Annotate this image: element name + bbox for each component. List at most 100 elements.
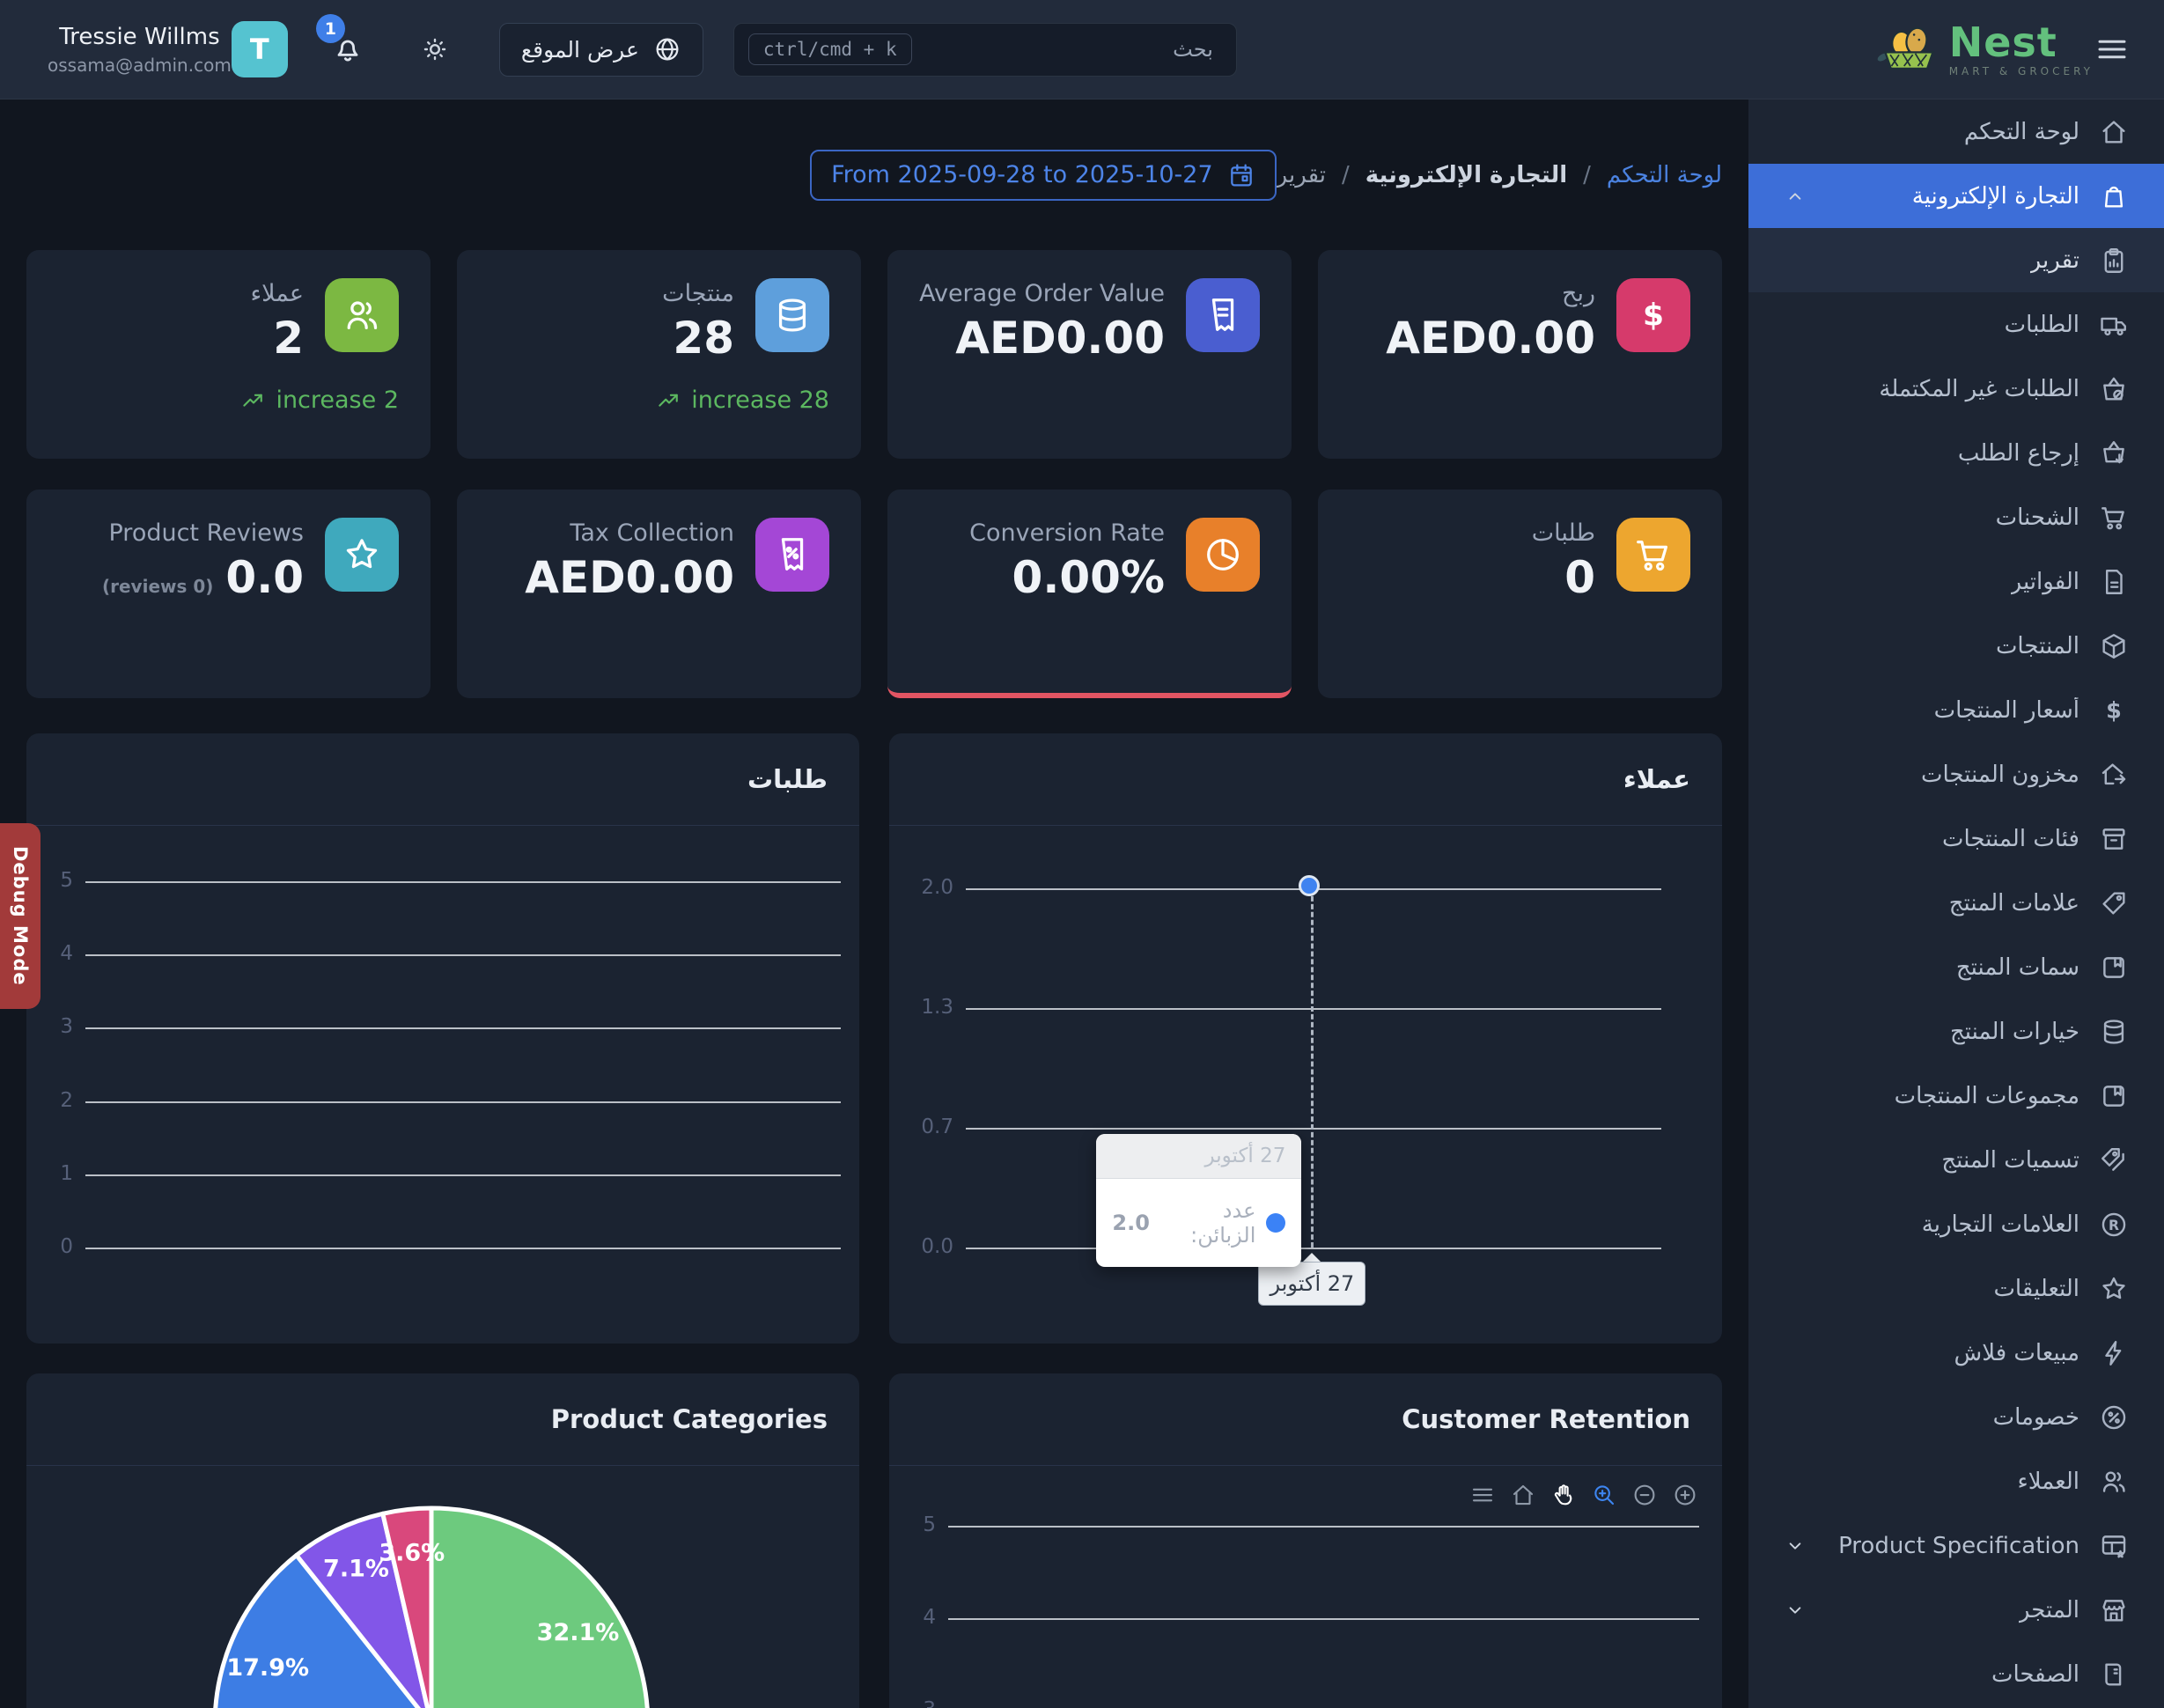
calendar-icon xyxy=(1227,161,1255,189)
user-email: ossama@admin.com xyxy=(48,54,232,76)
sidebar-item-6[interactable]: الشحنات xyxy=(1748,485,2164,549)
users-icon xyxy=(2099,1467,2129,1497)
gridline: 4 xyxy=(60,942,841,965)
pie-slice-0[interactable] xyxy=(429,1506,650,1708)
gridline: 0.0 xyxy=(921,1235,1661,1258)
stat-card-0: $ ربح AED0.00 xyxy=(1318,250,1722,459)
home-icon[interactable] xyxy=(1510,1482,1536,1508)
gridline: 2 xyxy=(60,1089,841,1112)
y-tick-label: 1 xyxy=(60,1161,73,1185)
stat-card-2: منتجات 28 increase 28 xyxy=(457,250,861,459)
sidebar-item-4[interactable]: الطلبات غير المكتملة xyxy=(1748,357,2164,421)
stat-card-icon-box xyxy=(755,278,829,352)
stat-card-3: عملاء 2 increase 2 xyxy=(26,250,431,459)
retention-plot: 3 4 5 xyxy=(923,1513,1699,1708)
hamburger-menu-icon[interactable] xyxy=(2094,31,2131,68)
stat-card-title: Tax Collection xyxy=(570,519,734,547)
customers-plot: 0.0 0.7 1.3 2.0 27 أكتوبر عدد الزبائن: 2.0 … xyxy=(921,875,1661,1306)
data-point-marker[interactable] xyxy=(1299,875,1321,896)
circle-plus-icon[interactable] xyxy=(1672,1482,1698,1508)
sidebar-item-10[interactable]: مخزون المنتجات xyxy=(1748,742,2164,806)
sidebar-item-1[interactable]: التجارة الإلكترونية xyxy=(1748,164,2164,228)
warehouse-icon xyxy=(2099,760,2129,790)
sidebar-item-3[interactable]: الطلبات xyxy=(1748,292,2164,357)
search-placeholder: بحث xyxy=(1173,37,1213,62)
crosshair-line xyxy=(1311,888,1314,1248)
sidebar-item-22[interactable]: Product Specification xyxy=(1748,1513,2164,1578)
sidebar-item-8[interactable]: المنتجات xyxy=(1748,614,2164,678)
sidebar-item-label: فئات المنتجات xyxy=(1942,825,2079,852)
sidebar-item-label: المنتجات xyxy=(1995,632,2079,659)
categories-pie-card: Product Categories 32.1% 17.9% 7.1% 3.6% xyxy=(26,1373,859,1708)
debug-mode-badge[interactable]: Debug Mode xyxy=(0,823,40,1009)
pie-slice-label: 7.1% xyxy=(323,1556,389,1583)
search-input[interactable]: ctrl/cmd + k بحث xyxy=(732,22,1237,77)
tooltip-value: 2.0 xyxy=(1112,1211,1150,1235)
users-icon xyxy=(342,295,382,335)
sidebar-item-0[interactable]: لوحة التحكم xyxy=(1748,99,2164,164)
sidebar-item-11[interactable]: فئات المنتجات xyxy=(1748,806,2164,871)
clipboard-icon xyxy=(2099,246,2129,276)
dollar-icon: $ xyxy=(1633,295,1674,335)
bag-icon xyxy=(2099,181,2129,211)
gridline: 3 xyxy=(60,1015,841,1038)
stat-card-value: AED0.00 xyxy=(1386,313,1595,364)
menu-icon[interactable] xyxy=(1469,1482,1496,1508)
chevron-down-icon xyxy=(1784,1535,1807,1557)
sidebar-item-14[interactable]: خيارات المنتج xyxy=(1748,999,2164,1064)
zoom-in-icon[interactable] xyxy=(1591,1482,1617,1508)
sidebar-item-12[interactable]: علامات المنتج xyxy=(1748,871,2164,935)
orders-chart-title: طلبات xyxy=(747,764,828,794)
bookmark-box-icon xyxy=(2099,1081,2129,1111)
sidebar-item-5[interactable]: إرجاع الطلب xyxy=(1748,421,2164,485)
sidebar-item-9[interactable]: $ أسعار المنتجات xyxy=(1748,678,2164,742)
theme-toggle-sun-icon[interactable] xyxy=(420,34,450,64)
sidebar-item-2[interactable]: تقرير xyxy=(1748,228,2164,292)
sidebar-item-20[interactable]: خصومات xyxy=(1748,1385,2164,1449)
search-shortcut-hint: ctrl/cmd + k xyxy=(747,33,912,65)
sidebar-item-23[interactable]: المتجر xyxy=(1748,1578,2164,1642)
sidebar-item-13[interactable]: سمات المنتج xyxy=(1748,935,2164,999)
retention-chart-card: Customer Retention 3 4 5 xyxy=(889,1373,1722,1708)
tooltip-body: عدد الزبائن: 2.0 xyxy=(1096,1179,1301,1267)
stat-card-title: Product Reviews xyxy=(108,519,305,547)
bookmark-box-icon xyxy=(2099,953,2129,983)
store-icon xyxy=(2099,1595,2129,1625)
tags-icon xyxy=(2099,1145,2129,1175)
stat-card-5: Conversion Rate 0.00% xyxy=(887,490,1292,698)
sidebar-item-18[interactable]: التعليقات xyxy=(1748,1256,2164,1321)
sidebar-item-label: تقرير xyxy=(2029,247,2079,274)
user-avatar[interactable]: T xyxy=(231,21,288,77)
sidebar-item-24[interactable]: الصفحات xyxy=(1748,1642,2164,1706)
stat-card-trend: increase 2 xyxy=(58,387,399,420)
brand-name: Nest xyxy=(1948,18,2057,66)
sidebar-item-15[interactable]: مجموعات المنتجات xyxy=(1748,1064,2164,1128)
user-name: Tressie Willms xyxy=(59,23,220,50)
date-range-button[interactable]: From 2025-09-28 to 2025-10-27 xyxy=(810,149,1277,201)
stat-card-1: Average Order Value AED0.00 xyxy=(887,250,1292,459)
orders-chart-card: طلبات 0 1 2 3 4 5 xyxy=(26,733,859,1344)
y-tick-label: 0.0 xyxy=(921,1235,953,1258)
sidebar-item-7[interactable]: الفواتير xyxy=(1748,549,2164,614)
y-tick-label: 0.7 xyxy=(921,1115,953,1138)
pie-slice-2[interactable] xyxy=(213,1553,431,1708)
breadcrumb-dashboard[interactable]: لوحة التحكم xyxy=(1606,161,1722,188)
stat-card-icon-box: $ xyxy=(1616,278,1690,352)
sidebar-item-label: التعليقات xyxy=(1993,1275,2079,1302)
sidebar-item-19[interactable]: مبيعات فلاش xyxy=(1748,1321,2164,1385)
sidebar-item-21[interactable]: العملاء xyxy=(1748,1449,2164,1513)
breadcrumb-ecommerce[interactable]: التجارة الإلكترونية xyxy=(1365,161,1568,188)
sidebar-item-label: مجموعات المنتجات xyxy=(1894,1082,2079,1109)
pan-icon[interactable] xyxy=(1550,1482,1577,1508)
stat-card-6: Tax Collection AED0.00 xyxy=(457,490,861,698)
sidebar-item-16[interactable]: تسميات المنتج xyxy=(1748,1128,2164,1192)
circle-minus-icon[interactable] xyxy=(1631,1482,1658,1508)
view-site-button[interactable]: عرض الموقع xyxy=(498,22,703,77)
pie-slice-4[interactable] xyxy=(380,1506,434,1708)
sidebar-item-17[interactable]: R العلامات التجارية xyxy=(1748,1192,2164,1256)
notifications-button[interactable]: 1 xyxy=(315,14,365,69)
sidebar: لوحة التحكم التجارة الإلكترونية تقرير الطلب… xyxy=(1748,99,2164,1708)
stat-card-value: AED0.00 xyxy=(955,313,1165,364)
top-header: Nest MART & GROCERY ctrl/cmd + k بحث عرض… xyxy=(0,0,2164,99)
breadcrumb-separator: / xyxy=(1583,161,1591,188)
